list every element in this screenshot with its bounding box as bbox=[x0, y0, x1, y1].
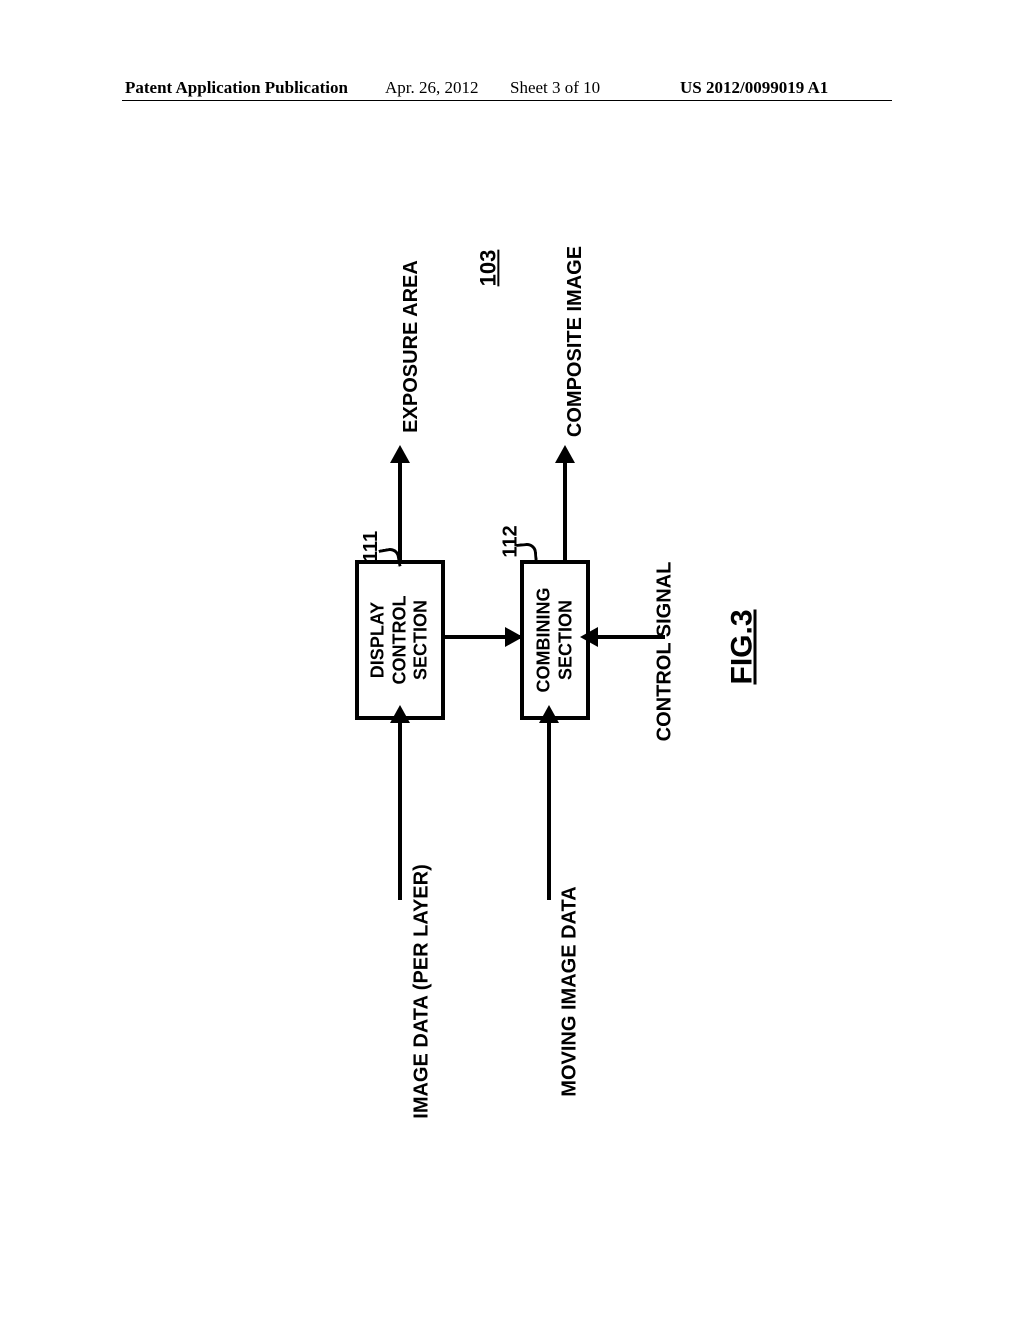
publication-date: Apr. 26, 2012 bbox=[385, 78, 479, 98]
label-image-data: IMAGE DATA (PER LAYER) bbox=[411, 864, 434, 1118]
header-rule bbox=[122, 100, 892, 101]
arrowhead-icon bbox=[505, 627, 523, 647]
edge-moving-to-combining bbox=[547, 720, 551, 900]
arrowhead-icon bbox=[539, 705, 559, 723]
label-control-signal: CONTROL SIGNAL bbox=[653, 562, 676, 742]
edge-displayctrl-to-exposure bbox=[398, 460, 402, 560]
arrowhead-icon bbox=[555, 445, 575, 463]
figure-3-diagram: 103 FIG.3 DISPLAY CONTROL SECTION 111 CO… bbox=[100, 180, 920, 1180]
node-line: COMBINING bbox=[533, 588, 553, 693]
display-control-section-text: DISPLAY CONTROL SECTION bbox=[368, 596, 433, 685]
edge-combining-to-composite bbox=[563, 460, 567, 560]
sheet-indicator: Sheet 3 of 10 bbox=[510, 78, 600, 98]
label-exposure-area: EXPOSURE AREA bbox=[400, 260, 423, 433]
ref-hook-icon bbox=[516, 542, 538, 564]
combining-section-text: COMBINING SECTION bbox=[533, 588, 576, 693]
node-line: SECTION bbox=[411, 600, 431, 680]
node-line: SECTION bbox=[555, 600, 575, 680]
label-composite-image: COMPOSITE IMAGE bbox=[564, 246, 587, 437]
arrowhead-icon bbox=[390, 445, 410, 463]
publication-number: US 2012/0099019 A1 bbox=[680, 78, 828, 98]
arrowhead-icon bbox=[390, 705, 410, 723]
node-line: DISPLAY bbox=[368, 602, 388, 678]
label-moving-image-data: MOVING IMAGE DATA bbox=[559, 886, 582, 1096]
system-ref-label: 103 bbox=[475, 250, 501, 287]
display-control-section-node: DISPLAY CONTROL SECTION bbox=[355, 560, 445, 720]
edge-imagedata-to-displayctrl bbox=[398, 720, 402, 900]
figure-caption: FIG.3 bbox=[726, 609, 760, 684]
publication-label: Patent Application Publication bbox=[125, 78, 348, 98]
arrowhead-icon bbox=[580, 627, 598, 647]
node-line: CONTROL bbox=[389, 596, 409, 685]
